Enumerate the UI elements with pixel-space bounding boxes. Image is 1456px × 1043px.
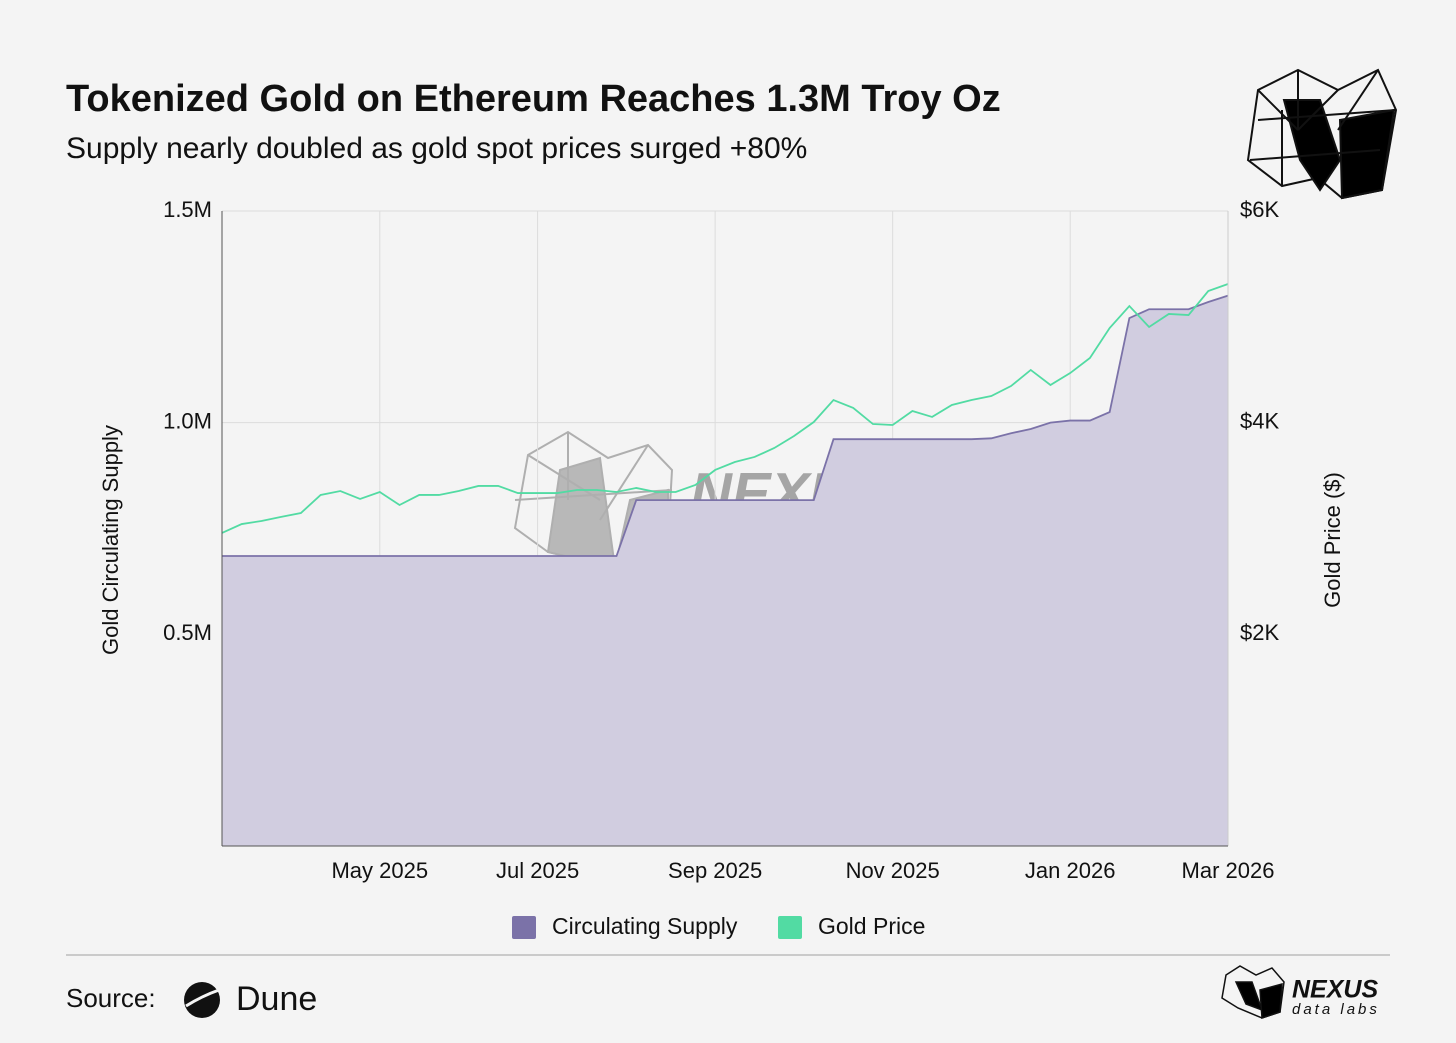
legend-label: Gold Price bbox=[818, 913, 925, 939]
legend-swatch bbox=[512, 916, 536, 939]
line bbox=[221, 283, 1229, 534]
y2-tick-label: $4K bbox=[1240, 408, 1279, 433]
y-tick-label: 1.0M bbox=[163, 408, 212, 433]
x-tick-label: May 2025 bbox=[331, 858, 428, 883]
x-tick-label: Jan 2026 bbox=[1025, 858, 1116, 883]
y2-tick-label: $6K bbox=[1240, 197, 1279, 222]
x-tick-label: Nov 2025 bbox=[846, 858, 940, 883]
source-name: Dune bbox=[236, 980, 317, 1018]
y2-tick-label: $2K bbox=[1240, 620, 1279, 645]
y-axis-label: Gold Circulating Supply bbox=[98, 425, 123, 655]
source-label: Source: bbox=[66, 983, 156, 1013]
y-tick-label: 1.5M bbox=[163, 197, 212, 222]
x-tick-label: Sep 2025 bbox=[668, 858, 762, 883]
x-tick-label: Jul 2025 bbox=[496, 858, 579, 883]
y2-axis-label: Gold Price ($) bbox=[1320, 472, 1345, 608]
line bbox=[222, 294, 1229, 557]
legend-label: Circulating Supply bbox=[552, 913, 738, 939]
y-tick-label: 0.5M bbox=[163, 620, 212, 645]
logo-name: NEXUS bbox=[1292, 976, 1378, 1004]
logo-tagline: data labs bbox=[1292, 1001, 1380, 1018]
plot bbox=[221, 210, 1229, 847]
x-tick-label: Mar 2026 bbox=[1182, 858, 1275, 883]
logo-small bbox=[1221, 965, 1285, 1020]
dune-icon bbox=[184, 982, 220, 1018]
chart-title: Tokenized Gold on Ethereum Reaches 1.3M … bbox=[66, 78, 1001, 120]
chart-subtitle: Supply nearly doubled as gold spot price… bbox=[66, 132, 807, 165]
logo-large bbox=[1246, 68, 1398, 200]
area bbox=[222, 295, 1228, 847]
legend-swatch bbox=[778, 916, 802, 939]
